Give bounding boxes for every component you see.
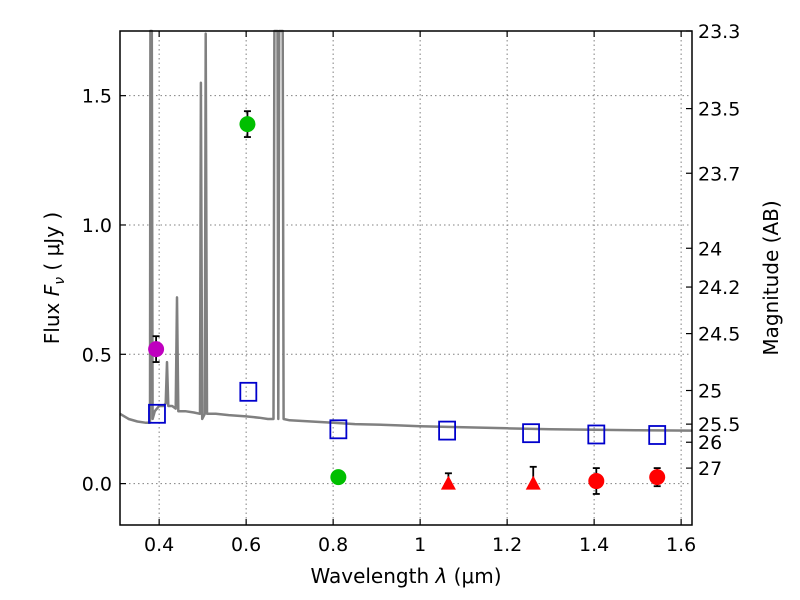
observed-point (148, 341, 165, 358)
model-square (587, 424, 606, 445)
right-tick-label: 23.3 (698, 21, 740, 43)
observed-point (239, 116, 256, 133)
model-square (329, 419, 348, 440)
right-tick-label: 25.5 (698, 414, 740, 436)
model-square (148, 403, 166, 424)
x-tick-label: 1.2 (492, 534, 522, 556)
right-tick-label: 23.5 (698, 99, 740, 121)
y-tick-label: 1.0 (82, 215, 112, 237)
upper-limit-triangle (440, 475, 456, 490)
observed-point (649, 469, 666, 486)
grid-layer (120, 31, 692, 525)
spectrum-line (119, 29, 693, 432)
right-tick-label: 26 (698, 432, 722, 454)
observed-point (330, 469, 347, 486)
x-tick-label: 0.8 (318, 534, 348, 556)
observed-point (588, 473, 605, 490)
model-square (522, 423, 540, 444)
tick-layer: 0.4 0.6 0.8 1 1.2 1.4 1.6 0.0 0.5 1.0 1.5 23.3 23.5 2… (82, 21, 741, 556)
right-tick-label: 23.7 (698, 163, 740, 185)
x-tick-label: 1.6 (666, 534, 696, 556)
right-tick-label: 27 (698, 458, 722, 480)
x-tick-label: 1.4 (579, 534, 609, 556)
right-tick-label: 24.2 (698, 277, 740, 299)
marker-layer (148, 110, 667, 495)
y-tick-label: 0.5 (82, 344, 112, 366)
y-tick-label: 0.0 (82, 474, 112, 496)
right-axis-title: Magnitude (AB) (759, 200, 783, 355)
x-tick-label: 0.6 (231, 534, 261, 556)
model-square (239, 381, 258, 402)
upper-limit-triangle (525, 475, 541, 490)
right-tick-label: 25 (698, 381, 722, 403)
y-axis-title: Flux Fν ( μJy ) (40, 212, 68, 344)
x-tick-label: 0.4 (144, 534, 174, 556)
right-tick-label: 24.5 (698, 324, 740, 346)
plot-frame (119, 30, 693, 526)
x-tick-label: 1 (414, 534, 426, 556)
model-square (648, 425, 667, 445)
x-axis-title: Wavelength λ (μm) (310, 564, 501, 588)
y-tick-label: 1.5 (82, 86, 112, 108)
right-tick-label: 24 (698, 238, 722, 260)
model-square (438, 420, 457, 441)
spectrum-layer (119, 29, 693, 432)
